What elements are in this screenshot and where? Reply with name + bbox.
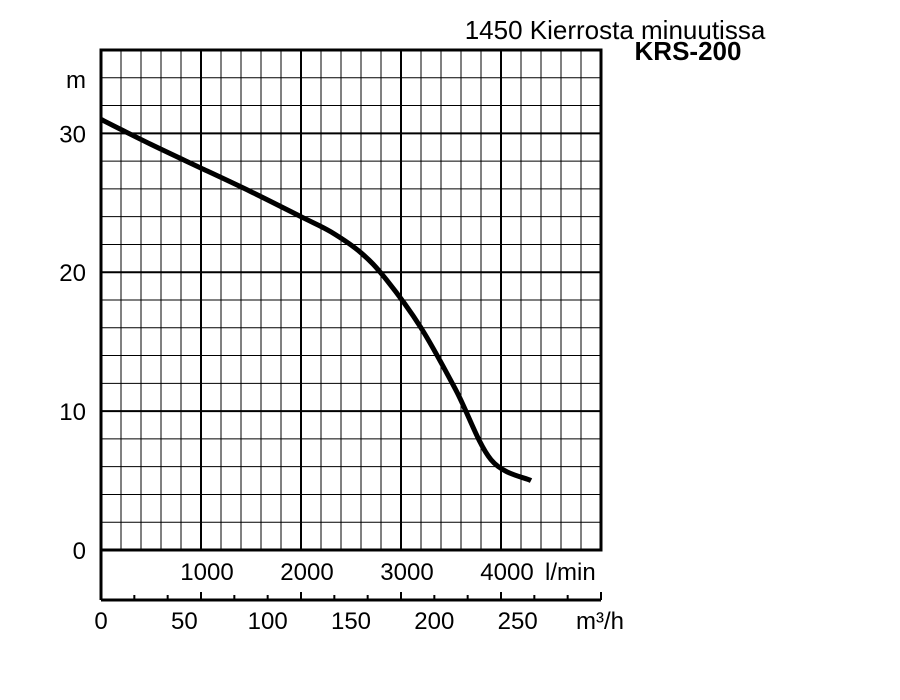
y-tick-label: 20: [59, 260, 86, 287]
x2-tick-label: 250: [498, 608, 538, 635]
x2-tick-label: 200: [414, 608, 454, 635]
x-tick-label: 3000: [380, 559, 433, 586]
x2-tick-label: 50: [171, 608, 198, 635]
chart-subtitle: KRS-200: [635, 36, 742, 66]
x-axis-unit-lmin: l/min: [545, 559, 596, 586]
pump-curve-line: [99, 117, 533, 483]
chart-title: 1450 Kierrosta minuutissa: [465, 15, 766, 45]
x2-tick-label: 100: [248, 608, 288, 635]
axes: [99, 48, 603, 602]
y-tick-label: 0: [73, 538, 86, 565]
y-tick-label: 30: [59, 121, 86, 148]
tick-labels: 0 10 20 30 1000 2000 3000 4000 0 50 100 150 200 250: [59, 121, 537, 635]
x-tick-label: 1000: [180, 559, 233, 586]
y-axis-label: m: [66, 67, 86, 94]
minor-grid: [101, 50, 601, 550]
x2-axis-unit-m3h: m³/h: [576, 608, 624, 635]
plot-frame: [99, 48, 603, 552]
x-tick-label: 4000: [480, 559, 533, 586]
y-tick-label: 10: [59, 399, 86, 426]
x2-tick-label: 0: [94, 608, 107, 635]
x-tick-label: 2000: [280, 559, 333, 586]
x2-tick-label: 150: [331, 608, 371, 635]
